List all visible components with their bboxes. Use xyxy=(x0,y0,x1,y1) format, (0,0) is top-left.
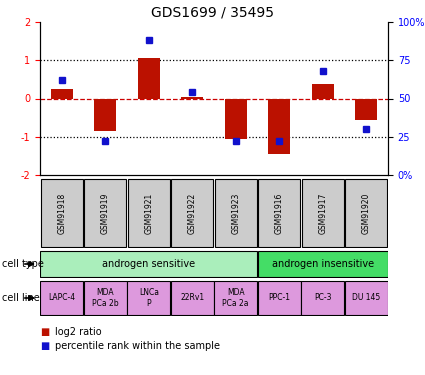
Text: LAPC-4: LAPC-4 xyxy=(48,294,75,303)
Bar xyxy=(41,179,82,247)
Bar xyxy=(128,281,170,315)
Bar xyxy=(40,281,83,315)
Text: MDA
PCa 2b: MDA PCa 2b xyxy=(92,288,119,308)
Text: GSM91919: GSM91919 xyxy=(101,192,110,234)
Bar xyxy=(268,99,290,154)
Bar xyxy=(302,179,344,247)
Text: LNCa
P: LNCa P xyxy=(139,288,159,308)
Bar xyxy=(215,179,257,247)
Text: PPC-1: PPC-1 xyxy=(268,294,290,303)
Text: GSM91922: GSM91922 xyxy=(188,192,197,234)
Text: log2 ratio: log2 ratio xyxy=(55,327,102,337)
Text: GSM91916: GSM91916 xyxy=(275,192,284,234)
Bar xyxy=(258,251,388,277)
Text: GSM91923: GSM91923 xyxy=(231,192,240,234)
Text: androgen insensitive: androgen insensitive xyxy=(272,259,374,269)
Text: GSM91918: GSM91918 xyxy=(57,192,66,234)
Text: 22Rv1: 22Rv1 xyxy=(180,294,204,303)
Text: percentile rank within the sample: percentile rank within the sample xyxy=(55,341,220,351)
Bar xyxy=(215,281,257,315)
Bar xyxy=(138,58,160,99)
Text: DU 145: DU 145 xyxy=(352,294,380,303)
Bar xyxy=(51,89,73,99)
Text: GDS1699 / 35495: GDS1699 / 35495 xyxy=(151,5,274,19)
Text: ■: ■ xyxy=(40,327,49,337)
Bar xyxy=(258,179,300,247)
Bar xyxy=(40,251,257,277)
Text: MDA
PCa 2a: MDA PCa 2a xyxy=(223,288,249,308)
Text: GSM91920: GSM91920 xyxy=(362,192,371,234)
Bar xyxy=(301,281,344,315)
Bar xyxy=(94,99,116,131)
Bar xyxy=(258,281,300,315)
Text: androgen sensitive: androgen sensitive xyxy=(102,259,196,269)
Text: cell type: cell type xyxy=(2,259,44,269)
Text: ■: ■ xyxy=(40,341,49,351)
Text: PC-3: PC-3 xyxy=(314,294,332,303)
Text: GSM91921: GSM91921 xyxy=(144,192,153,234)
Bar xyxy=(171,179,213,247)
Bar xyxy=(225,99,246,139)
Bar xyxy=(128,179,170,247)
Bar xyxy=(171,281,214,315)
Bar xyxy=(84,281,127,315)
Bar xyxy=(346,179,387,247)
Bar xyxy=(345,281,388,315)
Text: GSM91917: GSM91917 xyxy=(318,192,327,234)
Bar xyxy=(312,84,334,99)
Text: cell line: cell line xyxy=(2,293,40,303)
Bar xyxy=(85,179,126,247)
Bar xyxy=(355,99,377,120)
Bar xyxy=(181,97,203,99)
